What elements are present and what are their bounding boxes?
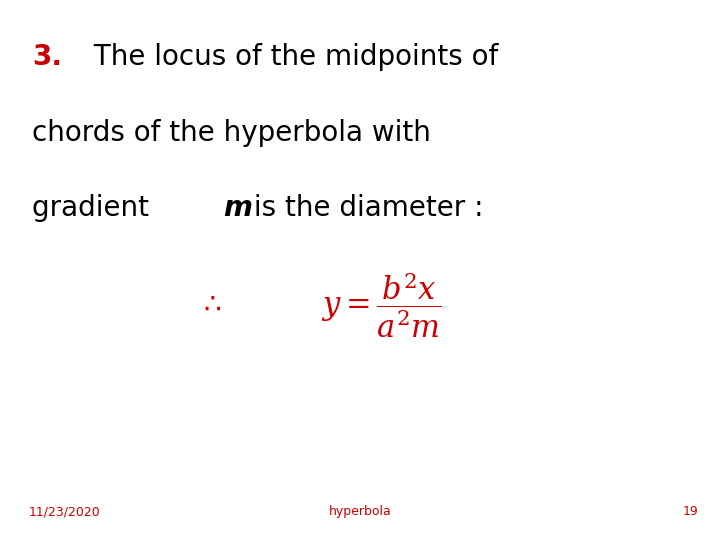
Text: chords of the hyperbola with: chords of the hyperbola with [32, 119, 431, 147]
Text: 19: 19 [683, 505, 698, 518]
Text: 11/23/2020: 11/23/2020 [29, 505, 101, 518]
Text: gradient: gradient [32, 194, 158, 222]
Text: m: m [223, 194, 252, 222]
Text: hyperbola: hyperbola [328, 505, 392, 518]
Text: 3.: 3. [32, 43, 63, 71]
Text: ∴: ∴ [204, 291, 221, 319]
Text: The locus of the midpoints of: The locus of the midpoints of [85, 43, 498, 71]
Text: $\mathit{y} = \dfrac{\mathit{b}^2\mathit{x}}{\mathit{a}^2\mathit{m}}$: $\mathit{y} = \dfrac{\mathit{b}^2\mathit… [321, 271, 442, 340]
Text: is the diameter :: is the diameter : [245, 194, 483, 222]
